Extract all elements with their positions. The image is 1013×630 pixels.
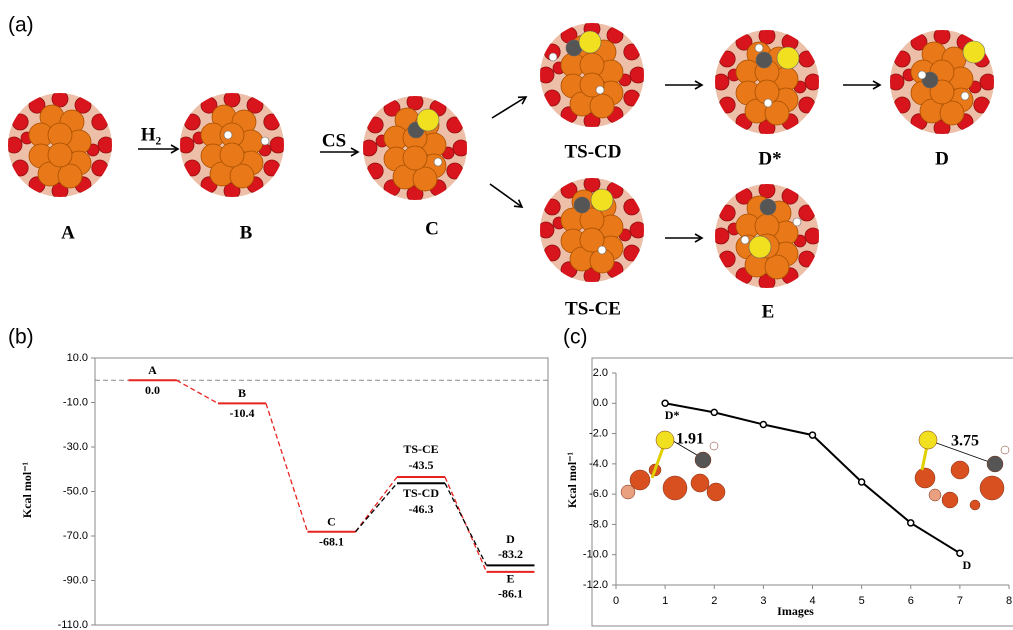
y-tick-label: -50.0 [63, 485, 88, 497]
panel-label: (a) [8, 14, 34, 37]
point [908, 520, 914, 526]
y-tick-label: -12.0 [583, 579, 608, 591]
value-label: -43.5 [409, 458, 434, 472]
y-tick-label: -30.0 [63, 441, 88, 453]
panel-label: (b) [8, 326, 34, 349]
annotation: 1.91 [676, 431, 704, 448]
structures [6, 21, 996, 290]
annotation: 3.75 [951, 433, 979, 450]
arrow-label: H₂ [141, 124, 162, 145]
x-axis-label: Images [777, 604, 814, 618]
structure-label: TS-CE [565, 298, 621, 319]
point-label: D [963, 558, 972, 572]
arrow-label: CS [322, 130, 346, 151]
x-tick-label: 0 [613, 595, 619, 607]
x-tick-label: 8 [1006, 595, 1012, 607]
x-tick-label: 7 [957, 595, 963, 607]
state-label: B [238, 386, 246, 400]
value-label: -10.4 [230, 406, 255, 420]
y-tick-label: -10.0 [583, 549, 608, 561]
point-label: D* [665, 408, 680, 422]
y-tick-label: 2.0 [593, 367, 608, 379]
y-tick-label: -70.0 [63, 530, 88, 542]
connector [445, 477, 487, 572]
y-tick-label: -90.0 [63, 574, 88, 586]
connector [266, 403, 308, 531]
structure [178, 91, 286, 199]
state-label: TS-CD [403, 486, 439, 500]
structure [713, 28, 821, 136]
value-label: -83.2 [498, 547, 523, 561]
y-axis-label: Kcal mol⁻¹ [20, 461, 34, 518]
structure [361, 94, 469, 202]
x-tick-label: 3 [760, 595, 766, 607]
point [810, 432, 816, 438]
connector [356, 483, 398, 532]
state-label: D [506, 532, 515, 546]
structure-label: B [240, 222, 253, 243]
structure [538, 176, 646, 284]
y-tick-label: -110.0 [58, 619, 88, 630]
y-tick-label: -4.0 [589, 458, 608, 470]
y-axis-label: Kcal mol⁻¹ [565, 451, 579, 508]
structure [713, 182, 821, 290]
state-label: C [327, 515, 336, 529]
state-label: E [506, 572, 514, 586]
structure-label: D [935, 148, 949, 169]
y-tick-label: -6.0 [589, 488, 608, 500]
point [859, 479, 865, 485]
state-label: A [148, 363, 157, 377]
point [711, 409, 717, 415]
y-tick-label: 0.0 [593, 397, 608, 409]
y-tick-label: 10.0 [67, 352, 88, 364]
structure-label: A [61, 222, 75, 243]
y-tick-label: -10.0 [63, 396, 88, 408]
point [760, 421, 766, 427]
y-tick-label: -8.0 [589, 518, 608, 530]
panel-label: (c) [563, 326, 588, 349]
value-label: -46.3 [409, 502, 434, 516]
figure: (a) (b) (c) H₂ CS A B C TS-CD D* D TS-CE… [0, 0, 1013, 630]
structure-label: C [425, 218, 439, 239]
connector [177, 380, 219, 403]
y-tick-label: -2.0 [589, 427, 608, 439]
x-tick-label: 6 [908, 595, 914, 607]
page: (a) (b) (c) H₂ CS A B C TS-CD D* D TS-CE… [0, 0, 1013, 630]
x-tick-label: 5 [859, 595, 865, 607]
structure-label: E [762, 301, 775, 322]
value-label: -68.1 [319, 535, 344, 549]
state-label: TS-CE [403, 442, 438, 456]
structure-label: TS-CD [564, 141, 621, 162]
plot-frame [95, 358, 548, 625]
structure-label: D* [758, 148, 781, 169]
point [957, 550, 963, 556]
x-tick-label: 1 [662, 595, 668, 607]
value-label: 0.0 [145, 383, 160, 397]
structure [6, 91, 114, 199]
value-label: -86.1 [498, 587, 523, 601]
x-tick-label: 2 [711, 595, 717, 607]
point [662, 400, 668, 406]
inset-structure [621, 431, 725, 501]
